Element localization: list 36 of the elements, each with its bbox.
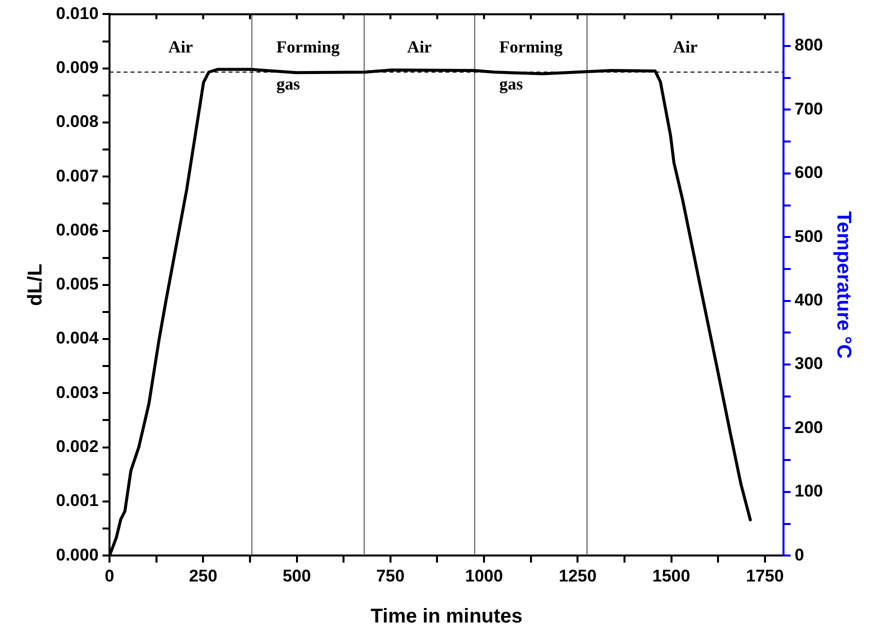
y-tick-label: 0.002 [56, 437, 99, 456]
y-tick-label: 0.007 [56, 166, 99, 186]
x-tick-label: 0 [104, 566, 114, 586]
y2-tick-label: 400 [794, 290, 824, 310]
y2-axis-title: Temperature °C [832, 211, 854, 359]
x-tick-label: 1000 [465, 566, 503, 586]
x-tick-label: 750 [376, 566, 405, 586]
y-tick-label: 0.000 [56, 545, 99, 564]
annotation: Forming gas [276, 38, 340, 94]
y-tick-label: 0.005 [56, 274, 99, 294]
y-tick-label: 0.001 [56, 491, 99, 510]
annotation: Air [407, 38, 432, 57]
y-tick-label: 0.010 [56, 4, 99, 23]
y2-tick-label: 200 [794, 418, 824, 437]
y2-tick-label: 600 [794, 163, 824, 182]
y-tick-label: 0.004 [56, 328, 100, 348]
y2-tick-label: 700 [794, 99, 824, 118]
x-tick-label: 1750 [746, 566, 784, 586]
x-tick-label: 1500 [652, 566, 690, 586]
y2-tick-label: 0 [794, 545, 804, 564]
y-tick-label: 0.003 [56, 382, 99, 402]
y-tick-label: 0.006 [56, 220, 99, 240]
y2-tick-label: 300 [794, 354, 824, 374]
annotation: Air [168, 38, 194, 57]
y-axis-title: dL/L [24, 264, 47, 306]
y2-tick-label: 500 [794, 226, 824, 246]
x-tick-label: 250 [188, 566, 218, 586]
y2-tick-label: 100 [794, 482, 824, 501]
y-tick-label: 0.009 [56, 58, 99, 78]
x-tick-label: 500 [282, 566, 311, 586]
annotation: Forming gas [499, 38, 563, 94]
y-tick-label: 0.008 [56, 112, 99, 132]
annotation: Air [673, 38, 698, 57]
x-axis-title: Time in minutes [370, 606, 523, 628]
y2-tick-label: 800 [794, 36, 824, 55]
x-tick-label: 1250 [558, 566, 597, 586]
